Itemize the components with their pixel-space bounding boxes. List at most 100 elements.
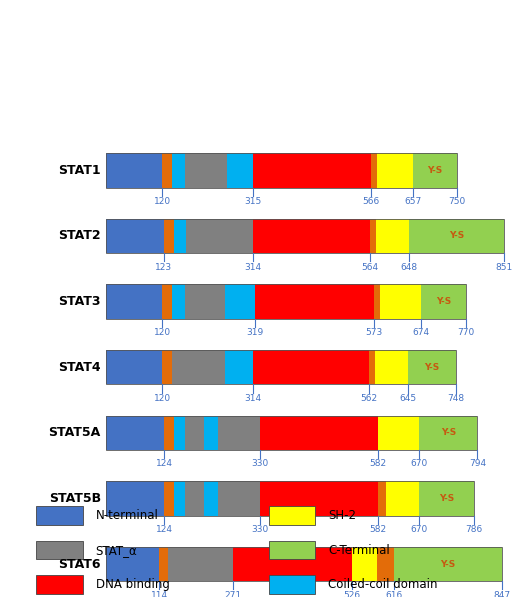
Bar bbox=[394, 547, 502, 581]
Text: 750: 750 bbox=[448, 197, 465, 206]
Text: 330: 330 bbox=[252, 460, 269, 469]
Text: 670: 670 bbox=[411, 460, 428, 469]
Bar bbox=[106, 219, 163, 253]
Text: 794: 794 bbox=[469, 460, 486, 469]
Text: Y-S: Y-S bbox=[449, 232, 464, 241]
Bar bbox=[233, 547, 352, 581]
Bar bbox=[225, 284, 255, 319]
Bar bbox=[106, 481, 164, 516]
Text: Y-S: Y-S bbox=[424, 363, 439, 372]
Bar bbox=[106, 284, 466, 319]
Text: 582: 582 bbox=[370, 460, 387, 469]
Text: N-terminal: N-terminal bbox=[96, 509, 159, 522]
Text: 582: 582 bbox=[370, 525, 387, 534]
Bar bbox=[269, 541, 315, 559]
Bar bbox=[370, 219, 376, 253]
Bar bbox=[106, 350, 162, 384]
Text: STAT6: STAT6 bbox=[58, 558, 101, 571]
Bar bbox=[36, 541, 83, 559]
Bar bbox=[172, 284, 185, 319]
Text: 319: 319 bbox=[247, 328, 264, 337]
Text: 648: 648 bbox=[401, 263, 418, 272]
Bar bbox=[379, 284, 421, 319]
Text: STAT5A: STAT5A bbox=[49, 426, 101, 439]
Text: 657: 657 bbox=[405, 197, 422, 206]
Bar bbox=[186, 219, 253, 253]
Bar bbox=[225, 350, 253, 384]
Text: 124: 124 bbox=[156, 460, 173, 469]
Bar bbox=[377, 547, 394, 581]
Text: Coiled-coil domain: Coiled-coil domain bbox=[328, 578, 438, 591]
Bar bbox=[163, 219, 174, 253]
Bar bbox=[174, 481, 185, 516]
Text: 315: 315 bbox=[245, 197, 262, 206]
Bar bbox=[162, 284, 172, 319]
Bar bbox=[106, 547, 159, 581]
Text: STAT4: STAT4 bbox=[58, 361, 101, 374]
Bar bbox=[162, 153, 172, 187]
Text: STAT1: STAT1 bbox=[58, 164, 101, 177]
Text: Y-S: Y-S bbox=[440, 559, 456, 569]
Bar bbox=[172, 153, 185, 187]
Bar bbox=[106, 481, 474, 516]
Bar bbox=[378, 481, 386, 516]
Text: 573: 573 bbox=[366, 328, 383, 337]
Bar bbox=[371, 153, 377, 187]
Text: Y-S: Y-S bbox=[441, 429, 456, 438]
Text: 847: 847 bbox=[494, 591, 511, 597]
Bar bbox=[253, 153, 371, 187]
Text: STAT5B: STAT5B bbox=[49, 492, 101, 505]
Bar bbox=[106, 284, 162, 319]
Bar bbox=[172, 350, 225, 384]
Text: STAT2: STAT2 bbox=[58, 229, 101, 242]
Bar bbox=[376, 219, 409, 253]
Bar bbox=[106, 416, 164, 450]
Text: DNA binding: DNA binding bbox=[96, 578, 170, 591]
Text: SH-2: SH-2 bbox=[328, 509, 356, 522]
Bar bbox=[168, 547, 233, 581]
Text: Y-S: Y-S bbox=[428, 166, 443, 175]
Bar bbox=[106, 416, 477, 450]
Bar bbox=[269, 575, 315, 594]
Bar bbox=[204, 481, 218, 516]
Text: C-Terminal: C-Terminal bbox=[328, 544, 390, 556]
Bar bbox=[162, 350, 172, 384]
Text: 314: 314 bbox=[245, 394, 262, 403]
Bar bbox=[269, 506, 315, 525]
Text: 851: 851 bbox=[495, 263, 513, 272]
Bar bbox=[377, 153, 413, 187]
Bar bbox=[164, 416, 174, 450]
Bar bbox=[253, 350, 369, 384]
Bar bbox=[378, 416, 419, 450]
Bar bbox=[218, 481, 261, 516]
Bar bbox=[218, 416, 261, 450]
Bar bbox=[419, 481, 474, 516]
Text: 674: 674 bbox=[413, 328, 430, 337]
Text: 314: 314 bbox=[245, 263, 262, 272]
Text: STAT3: STAT3 bbox=[58, 295, 101, 308]
Bar bbox=[255, 284, 374, 319]
Text: 526: 526 bbox=[343, 591, 360, 597]
Bar bbox=[386, 481, 419, 516]
Bar bbox=[226, 153, 253, 187]
Text: 770: 770 bbox=[458, 328, 475, 337]
Bar bbox=[174, 416, 185, 450]
Bar bbox=[159, 547, 168, 581]
Bar bbox=[374, 284, 379, 319]
Text: 271: 271 bbox=[224, 591, 241, 597]
Text: 670: 670 bbox=[411, 525, 428, 534]
Bar bbox=[106, 153, 162, 187]
Text: 562: 562 bbox=[360, 394, 377, 403]
Bar bbox=[106, 219, 504, 253]
Text: 120: 120 bbox=[154, 328, 171, 337]
Bar bbox=[419, 416, 477, 450]
Bar bbox=[106, 153, 457, 187]
Text: 564: 564 bbox=[361, 263, 378, 272]
Text: 124: 124 bbox=[156, 525, 173, 534]
Text: Y-S: Y-S bbox=[436, 297, 451, 306]
Bar bbox=[185, 481, 204, 516]
Bar bbox=[174, 219, 186, 253]
Text: 786: 786 bbox=[465, 525, 482, 534]
Bar bbox=[352, 547, 377, 581]
Bar bbox=[413, 153, 457, 187]
